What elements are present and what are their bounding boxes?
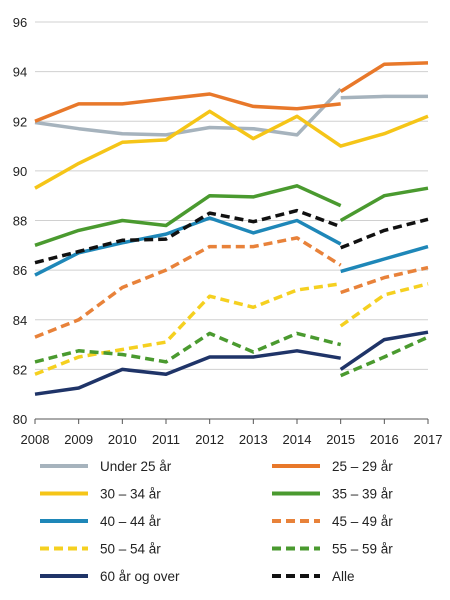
x-tick-label: 2014 xyxy=(283,432,312,447)
x-tick-label: 2012 xyxy=(195,432,224,447)
y-tick-label: 90 xyxy=(13,164,27,179)
series-line-7-segment-0 xyxy=(34,331,342,364)
series-lines xyxy=(34,61,429,396)
series-line-3-segment-1 xyxy=(339,186,429,223)
series-line-1-segment-1 xyxy=(339,61,429,93)
x-tick-label: 2008 xyxy=(21,432,50,447)
legend-label: 35 – 39 år xyxy=(332,487,393,502)
x-tick-label: 2009 xyxy=(64,432,93,447)
x-tick-label: 2011 xyxy=(152,432,180,447)
series-line-7-segment-1 xyxy=(340,335,429,378)
y-tick-label: 82 xyxy=(13,362,27,377)
series-line-6-segment-1 xyxy=(339,282,429,328)
legend: Under 25 år 25 – 29 år 30 – 34 år 35 – 39 å… xyxy=(40,459,393,584)
y-tick-label: 86 xyxy=(13,263,27,278)
series-line-5-segment-0 xyxy=(34,236,342,339)
y-tick-label: 84 xyxy=(13,313,27,328)
y-tick-label: 88 xyxy=(13,214,27,229)
series-line-9-segment-0 xyxy=(34,208,342,265)
legend-label: 60 år og over xyxy=(100,569,180,584)
x-tick-label: 2016 xyxy=(370,432,399,447)
legend-label: 25 – 29 år xyxy=(332,459,393,474)
legend-label: 45 – 49 år xyxy=(332,514,393,529)
legend-label: 30 – 34 år xyxy=(100,487,161,502)
series-line-1-segment-0 xyxy=(34,92,341,123)
x-tick-label: 2017 xyxy=(414,432,443,447)
y-axis: 80 82 84 86 88 90 92 94 96 xyxy=(13,15,27,427)
gridlines xyxy=(35,21,428,420)
series-line-0-segment-1 xyxy=(340,94,428,100)
series-line-8-segment-1 xyxy=(339,330,429,371)
series-line-8-segment-0 xyxy=(34,349,341,396)
series-line-9-segment-1 xyxy=(340,217,429,250)
series-line-5-segment-1 xyxy=(340,265,429,295)
legend-label: Under 25 år xyxy=(100,459,172,474)
y-tick-label: 94 xyxy=(13,65,27,80)
series-line-2-segment-0 xyxy=(34,109,429,190)
legend-label: 40 – 44 år xyxy=(100,514,161,529)
series-line-6-segment-0 xyxy=(34,282,341,376)
x-tick-label: 2010 xyxy=(108,432,137,447)
x-axis: 2008 2009 2010 2011 2012 2013 2014 2015 2016 2017 xyxy=(21,419,443,447)
y-tick-label: 92 xyxy=(13,114,27,129)
series-line-4-segment-1 xyxy=(340,244,429,274)
y-tick-label: 80 xyxy=(13,412,27,427)
x-tick-label: 2015 xyxy=(326,432,355,447)
legend-label: Alle xyxy=(332,569,355,584)
legend-label: 55 – 59 år xyxy=(332,542,393,557)
series-line-0-segment-0 xyxy=(34,87,342,137)
y-tick-label: 96 xyxy=(13,15,27,30)
x-tick-label: 2013 xyxy=(239,432,268,447)
legend-label: 50 – 54 år xyxy=(100,542,161,557)
series-line-3-segment-0 xyxy=(34,184,342,247)
